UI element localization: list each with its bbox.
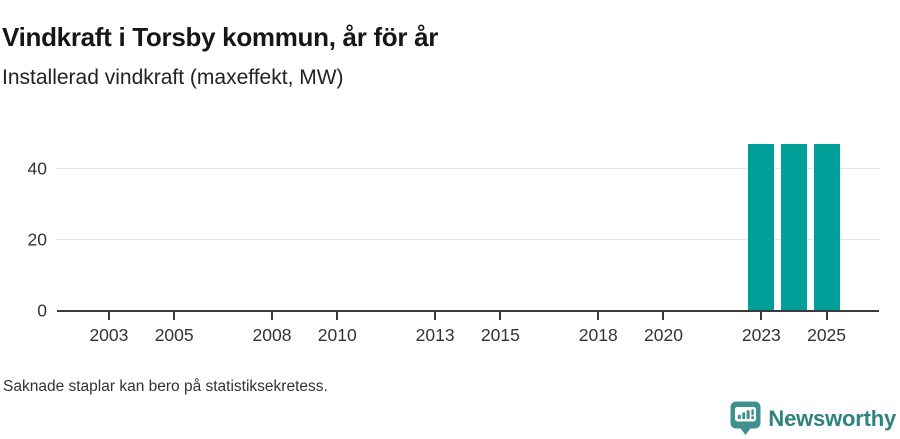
x-tick-2008 [271, 312, 274, 320]
x-tick-label-2020: 2020 [644, 325, 683, 345]
x-tick-2013 [434, 312, 437, 320]
bar-2023 [748, 144, 775, 310]
x-tick-2015 [499, 312, 502, 320]
x-tick-label-2008: 2008 [252, 325, 292, 345]
x-tick-label-2025: 2025 [807, 325, 847, 345]
x-tick-label-2015: 2015 [480, 325, 520, 345]
footnote: Saknade staplar kan bero på statistiksek… [3, 378, 328, 395]
gridline-40 [57, 168, 879, 170]
gridline-20 [57, 239, 879, 241]
x-tick-label-2018: 2018 [578, 325, 618, 345]
x-tick-label-2003: 2003 [89, 325, 129, 345]
newsworthy-brand: Newsworthy [730, 401, 896, 436]
x-tick-2010 [336, 312, 339, 320]
x-tick-2005 [173, 312, 176, 320]
chart-subtitle: Installerad vindkraft (maxeffekt, MW) [2, 66, 344, 89]
x-tick-label-2013: 2013 [415, 325, 455, 345]
y-tick-label-20: 20 [27, 229, 47, 250]
x-tick-2003 [107, 312, 110, 320]
x-axis-line [57, 309, 879, 312]
newsworthy-logo-icon [730, 401, 761, 435]
y-tick-label-0: 0 [37, 300, 47, 321]
y-tick-label-40: 40 [27, 158, 47, 179]
bar-2025 [813, 144, 840, 310]
x-tick-2018 [597, 312, 600, 320]
x-tick-2020 [662, 312, 665, 320]
chart-title: Vindkraft i Torsby kommun, år för år [2, 22, 439, 53]
x-tick-2025 [825, 312, 828, 320]
bar-2024 [780, 144, 807, 310]
x-tick-label-2023: 2023 [741, 325, 781, 345]
x-tick-2023 [760, 312, 763, 320]
brand-name: Newsworthy [768, 405, 896, 431]
x-tick-label-2010: 2010 [317, 325, 357, 345]
x-tick-label-2005: 2005 [154, 325, 194, 345]
